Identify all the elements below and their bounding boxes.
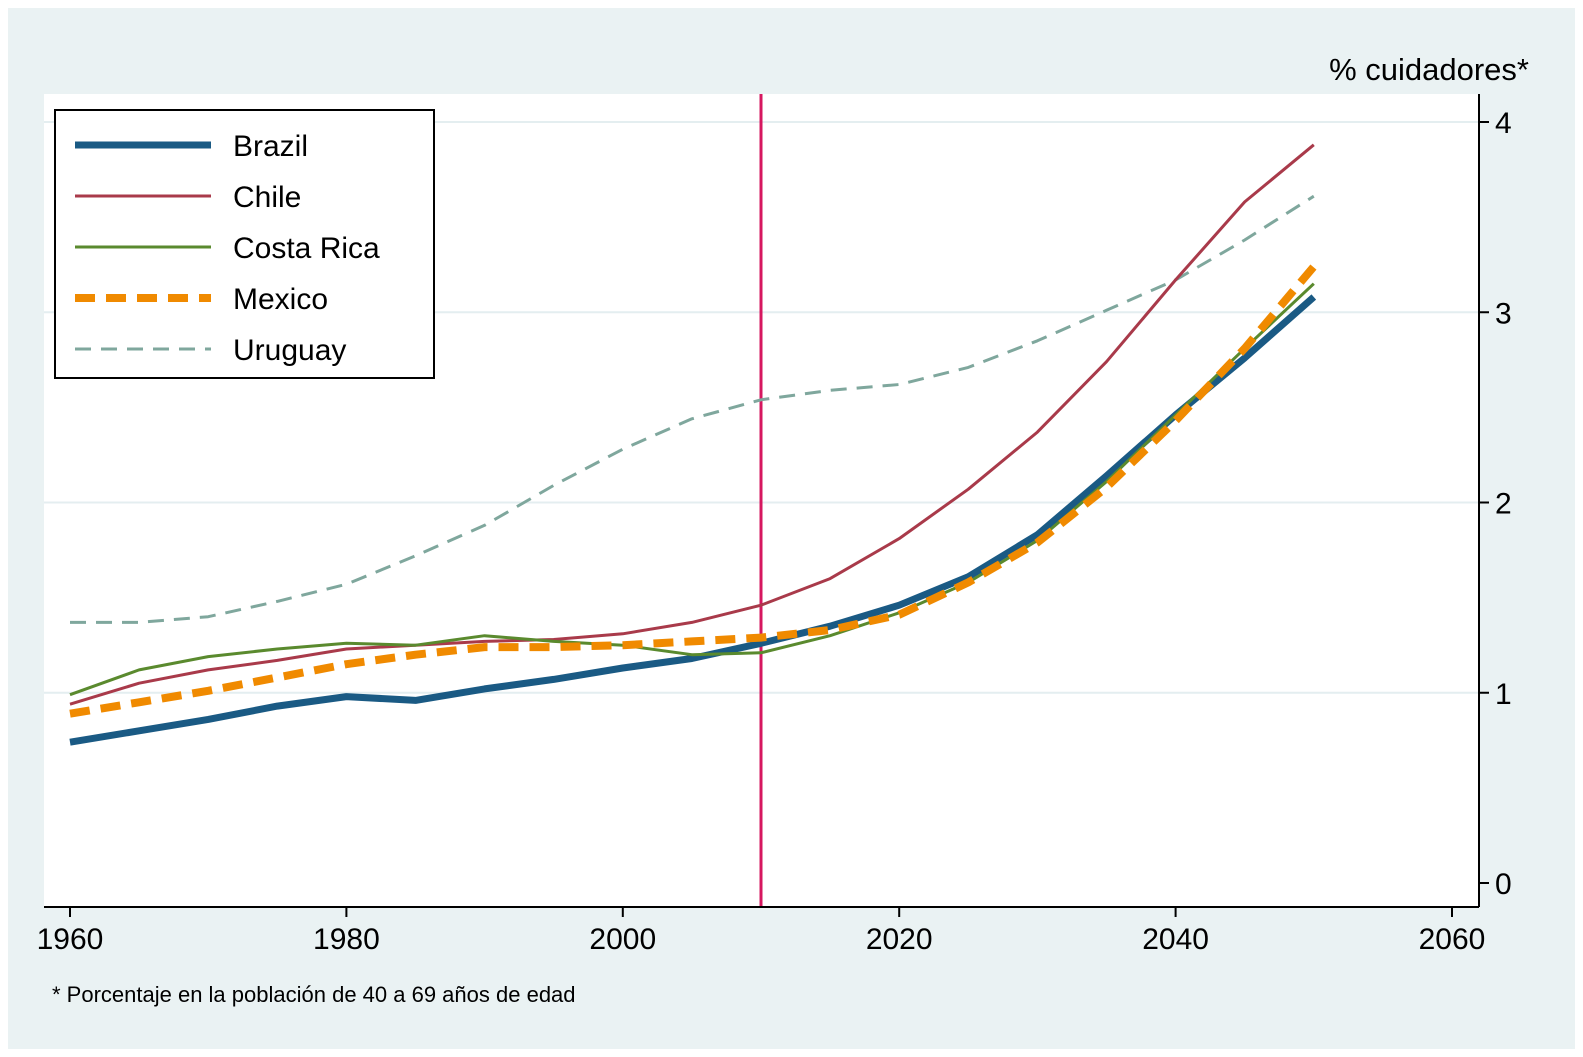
series-line-costa-rica: [69, 282, 1315, 697]
series-line-mexico: [69, 264, 1317, 718]
y-axis-title: % cuidadores*: [1329, 52, 1529, 87]
x-tick-label-1980: 1980: [313, 923, 380, 956]
x-tick-label-2060: 2060: [1419, 923, 1486, 956]
chart-figure: 0 1 2 3 4 1960 1980 2000 2020 2040 2060 % cuidador…: [8, 8, 1575, 1049]
series-line-chile: [69, 143, 1315, 706]
legend-label-costa-rica: Costa Rica: [233, 232, 380, 265]
legend-label-chile: Chile: [233, 181, 301, 214]
series-line-uruguay: [70, 194, 1315, 624]
legend-label-uruguay: Uruguay: [233, 334, 346, 367]
legend-label-brazil: Brazil: [233, 130, 308, 163]
footnote: * Porcentaje en la población de 40 a 69 …: [52, 982, 576, 1007]
x-tick-label-2040: 2040: [1142, 923, 1209, 956]
series-line-brazil: [69, 294, 1317, 746]
x-tick-label-1960: 1960: [37, 923, 104, 956]
series-layer: [69, 143, 1317, 746]
legend-box: [54, 109, 435, 379]
line-chart: 0 1 2 3 4 1960 1980 2000 2020 2040 2060 % cuidador…: [37, 52, 1529, 1007]
ticks: 0 1 2 3 4 1960 1980 2000 2020 2040 2060: [37, 107, 1512, 956]
y-tick-label-4: 4: [1495, 107, 1512, 140]
legend-label-mexico: Mexico: [233, 283, 328, 316]
y-tick-label-0: 0: [1495, 868, 1512, 901]
y-tick-label-1: 1: [1495, 678, 1512, 711]
y-tick-label-2: 2: [1495, 488, 1512, 521]
x-tick-label-2000: 2000: [589, 923, 656, 956]
x-tick-label-2020: 2020: [866, 923, 933, 956]
axes: [44, 94, 1480, 908]
y-tick-label-3: 3: [1495, 297, 1512, 330]
legend: Brazil Chile Costa Rica Mexico Uruguay: [54, 109, 435, 379]
